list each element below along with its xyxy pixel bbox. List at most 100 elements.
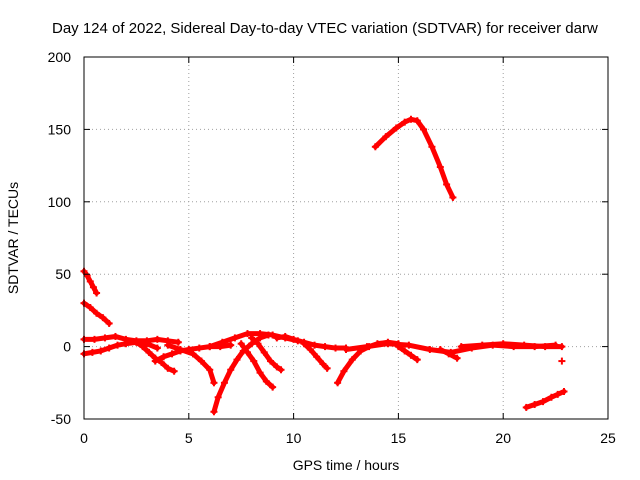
data-point — [227, 366, 235, 374]
data-point — [262, 377, 270, 385]
data-point — [407, 351, 415, 359]
data-point — [267, 357, 275, 365]
y-tick-label: 100 — [48, 194, 72, 210]
data-point — [426, 345, 434, 353]
data-point — [111, 332, 119, 340]
data-point — [541, 343, 549, 351]
x-tick-label: 0 — [80, 430, 88, 446]
data-point — [243, 348, 251, 356]
data-point — [413, 117, 421, 125]
data-point — [250, 357, 258, 365]
data-point — [237, 340, 245, 348]
data-point — [334, 379, 342, 387]
data-point — [189, 350, 197, 358]
data-point — [457, 343, 465, 351]
x-tick-label: 15 — [391, 430, 407, 446]
data-point — [160, 353, 168, 361]
data-point — [273, 363, 281, 371]
data-point — [558, 343, 566, 351]
data-point — [401, 347, 409, 355]
data-point — [93, 309, 101, 317]
data-point — [554, 390, 562, 398]
data-point — [153, 344, 161, 352]
data-point — [260, 348, 268, 356]
series-line — [81, 333, 181, 345]
data-point — [522, 403, 530, 411]
data-point — [436, 163, 444, 171]
data-point — [122, 340, 130, 348]
data-point — [256, 330, 264, 338]
y-tick-label: 50 — [55, 266, 71, 282]
data-point — [114, 341, 122, 349]
series-line — [372, 116, 456, 200]
data-point — [90, 335, 98, 343]
data-point — [139, 343, 147, 351]
data-point — [394, 343, 402, 351]
data-point — [300, 340, 308, 348]
y-tick-label: 150 — [48, 121, 72, 137]
data-point — [453, 354, 461, 362]
data-point — [88, 348, 96, 356]
data-points — [80, 115, 568, 416]
y-tick-label: -50 — [51, 411, 71, 427]
y-axis-label: SDTVAR / TECUs — [5, 182, 21, 294]
data-point — [206, 343, 214, 351]
data-point — [281, 332, 289, 340]
data-point — [311, 341, 319, 349]
data-point — [86, 277, 94, 285]
data-point — [151, 357, 159, 365]
data-point — [384, 340, 392, 348]
data-point — [168, 350, 176, 358]
data-point — [105, 344, 113, 352]
data-point — [269, 383, 277, 391]
data-point — [231, 334, 239, 342]
data-point — [153, 335, 161, 343]
data-point — [174, 338, 182, 346]
y-tick-label: 0 — [63, 339, 71, 355]
data-point — [371, 143, 379, 151]
chart-title: Day 124 of 2022, Sidereal Day-to-day VTE… — [52, 20, 598, 37]
data-point — [210, 379, 218, 387]
data-point — [233, 356, 241, 364]
data-point — [101, 334, 109, 342]
data-point — [449, 193, 457, 201]
data-point — [145, 348, 153, 356]
data-point — [436, 345, 444, 353]
data-point — [319, 360, 327, 368]
data-point — [340, 367, 348, 375]
data-point — [83, 272, 91, 280]
data-point — [413, 356, 421, 364]
data-point — [93, 289, 101, 297]
data-point — [256, 369, 264, 377]
data-point — [273, 334, 281, 342]
x-tick-label: 20 — [495, 430, 511, 446]
data-point — [132, 338, 140, 346]
data-point — [445, 350, 453, 358]
data-point — [332, 344, 340, 352]
data-point — [269, 331, 277, 339]
data-point — [197, 357, 205, 365]
series-line — [395, 344, 420, 363]
data-point — [86, 304, 94, 312]
data-point — [560, 387, 568, 395]
data-point — [407, 115, 415, 123]
data-point — [227, 341, 235, 349]
data-point — [214, 393, 222, 401]
data-point — [164, 364, 172, 372]
axis-ticks: 0 5 10 15 20 25 -50 0 50 100 150 200 — [48, 49, 616, 446]
x-tick-label: 10 — [286, 430, 302, 446]
data-point — [313, 353, 321, 361]
data-point — [89, 283, 97, 291]
data-point — [143, 340, 151, 348]
data-point — [547, 393, 555, 401]
data-point — [176, 347, 184, 355]
data-point — [401, 118, 409, 126]
data-point — [342, 345, 350, 353]
x-axis-label: GPS time / hours — [293, 457, 400, 473]
data-point — [520, 341, 528, 349]
data-point — [164, 341, 172, 349]
data-point — [539, 398, 547, 406]
x-tick-label: 25 — [600, 430, 616, 446]
data-point — [531, 401, 539, 409]
